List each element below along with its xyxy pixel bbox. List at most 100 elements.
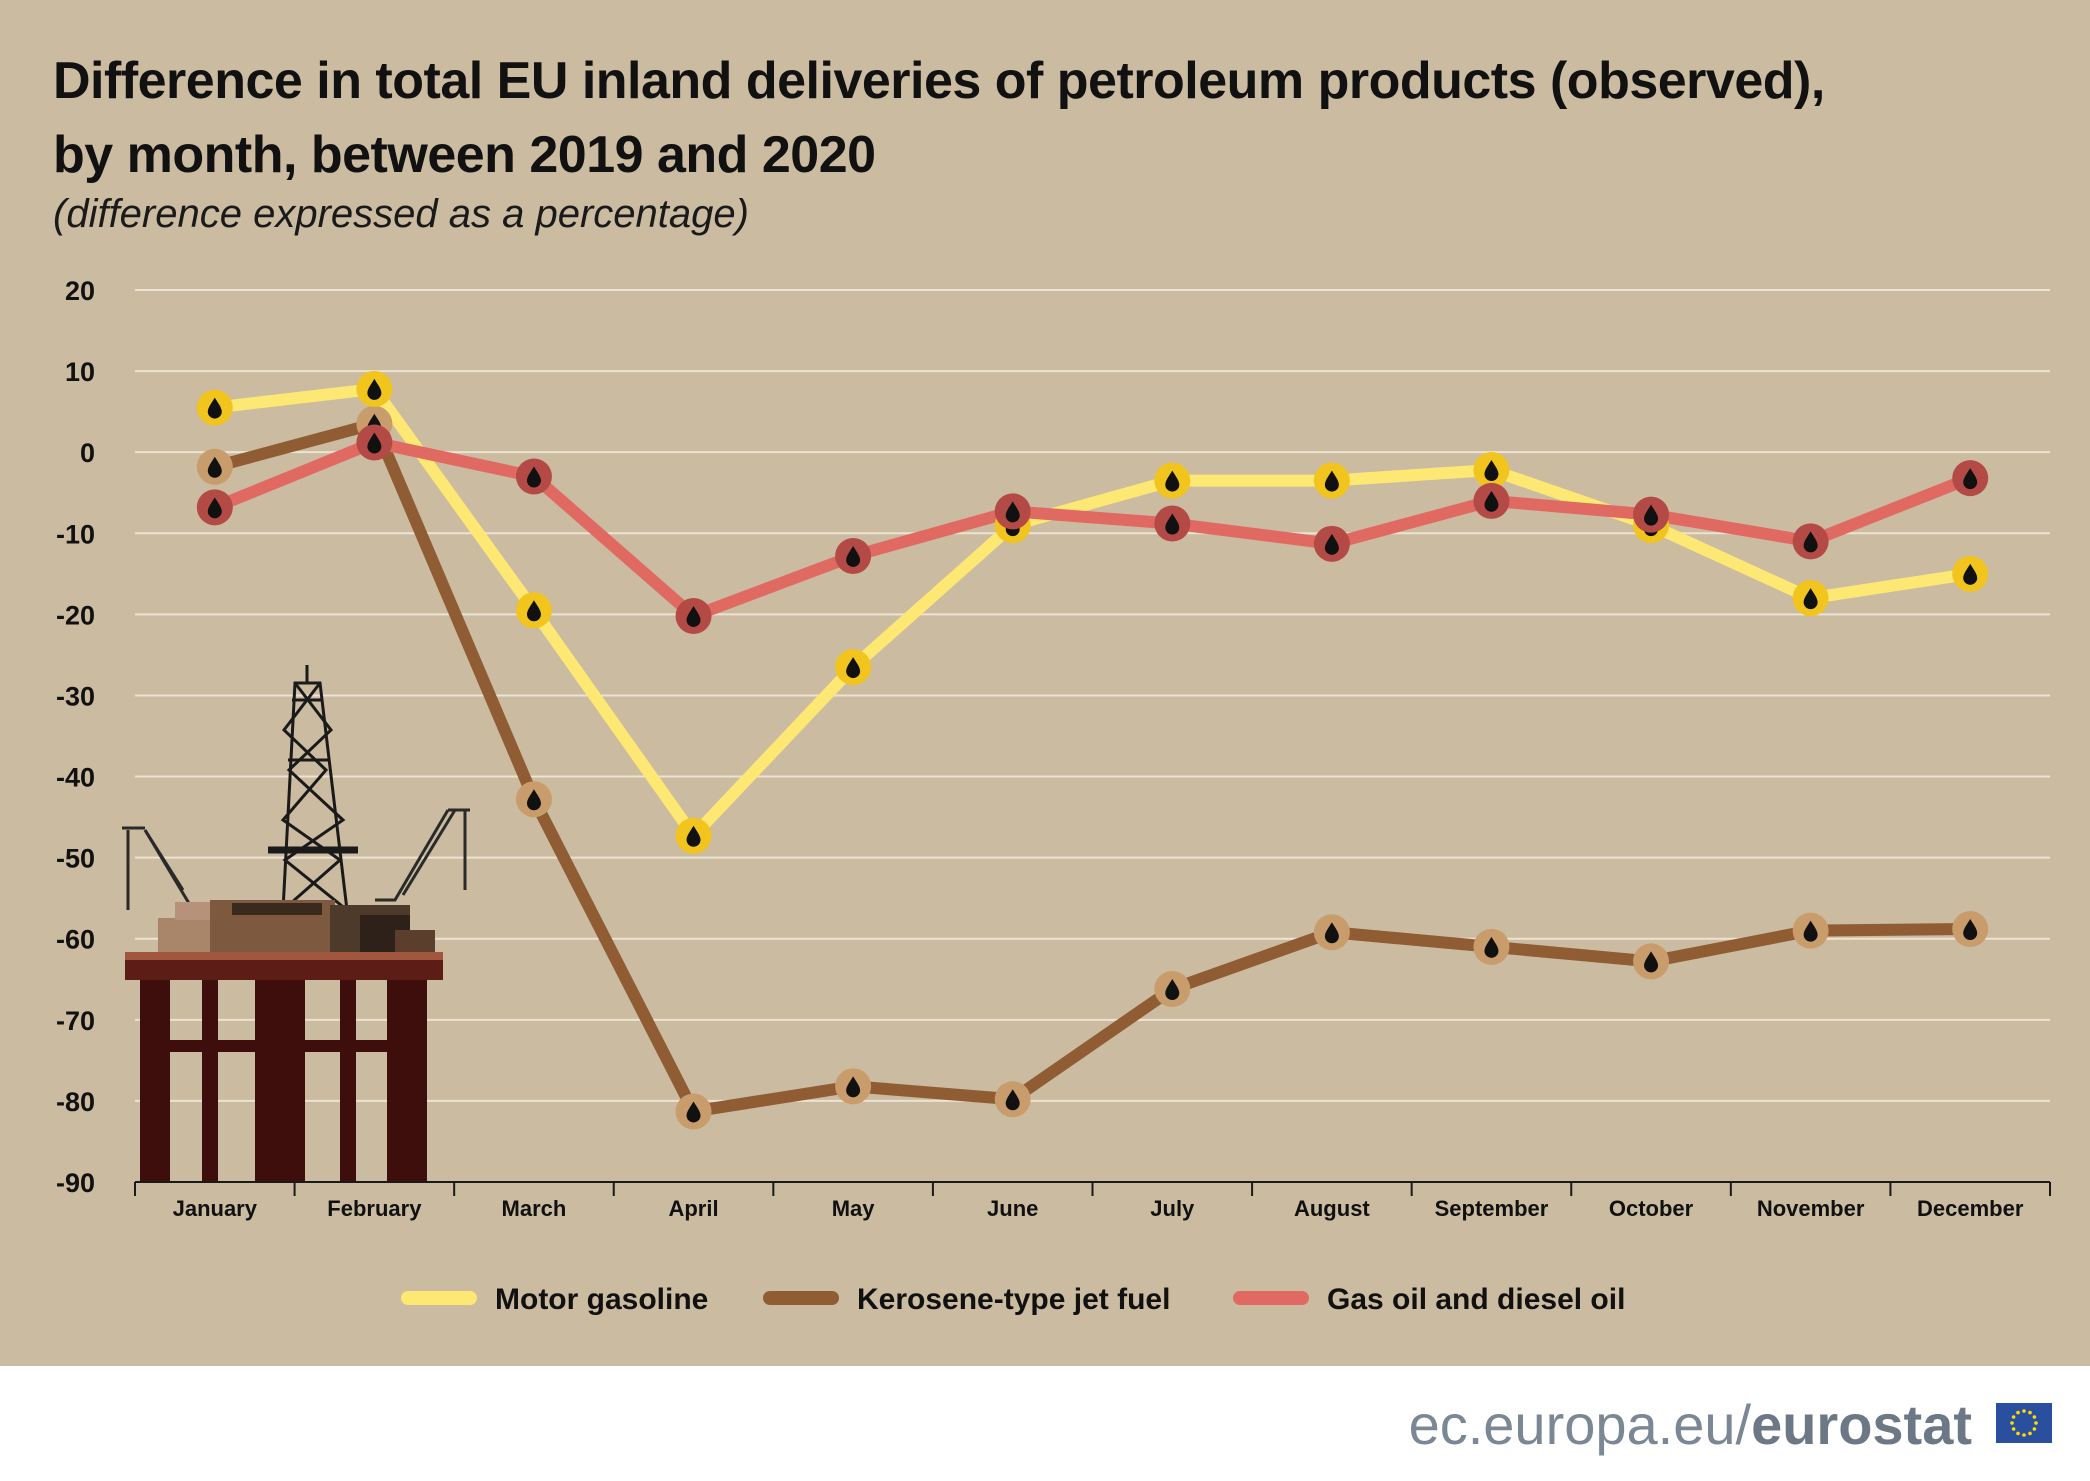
oil-drop-icon xyxy=(1644,951,1659,973)
y-tick-label: 0 xyxy=(80,438,95,468)
data-point xyxy=(1952,910,1989,947)
data-point xyxy=(1313,462,1350,499)
flag-star xyxy=(2032,1415,2037,1419)
x-tick-label: February xyxy=(327,1196,422,1221)
oil-drop-icon xyxy=(207,497,222,519)
flag-star xyxy=(2032,1427,2037,1431)
y-tick-label: -30 xyxy=(56,681,95,711)
oil-drop-icon xyxy=(686,1101,701,1123)
y-tick-label: -10 xyxy=(56,519,95,549)
data-point xyxy=(835,537,872,574)
legend-item: Kerosene-type jet fuel xyxy=(763,1283,1170,1316)
oil-drop-icon xyxy=(1963,563,1978,585)
data-point xyxy=(1154,971,1191,1008)
y-tick-label: -50 xyxy=(56,844,95,874)
x-tick-label: September xyxy=(1435,1196,1549,1221)
oil-drop-icon xyxy=(1165,513,1180,535)
y-tick-label: 20 xyxy=(65,276,95,306)
oil-drop-icon xyxy=(1803,531,1818,553)
oil-drop-icon xyxy=(526,600,541,622)
data-point xyxy=(1792,523,1829,560)
data-point xyxy=(1154,505,1191,542)
data-point xyxy=(1792,912,1829,949)
data-point xyxy=(1154,462,1191,499)
oil-drop-icon xyxy=(1963,918,1978,940)
data-point xyxy=(1952,555,1989,592)
series-line xyxy=(208,382,1977,842)
data-point xyxy=(675,597,712,634)
legend-item: Gas oil and diesel oil xyxy=(1233,1283,1625,1316)
x-tick-label: August xyxy=(1294,1196,1370,1221)
data-point xyxy=(675,817,712,854)
series-line xyxy=(208,417,1977,1118)
data-point xyxy=(515,781,552,818)
oil-drop-icon xyxy=(1324,922,1339,944)
flag-star xyxy=(2016,1431,2020,1436)
flag-star xyxy=(2028,1431,2032,1436)
data-point xyxy=(835,1068,872,1105)
oil-drop-icon xyxy=(846,1076,861,1098)
y-tick-label: -90 xyxy=(56,1168,95,1198)
x-tick-label: March xyxy=(502,1196,567,1221)
oil-drop-icon xyxy=(207,456,222,478)
data-point xyxy=(356,424,393,461)
y-tick-label: -80 xyxy=(56,1087,95,1117)
oil-drop-icon xyxy=(686,825,701,847)
oil-drop-icon xyxy=(1803,920,1818,942)
data-point xyxy=(196,389,233,426)
oil-drop-icon xyxy=(1803,588,1818,610)
oil-drop-icon xyxy=(207,397,222,419)
oil-drop-icon xyxy=(526,466,541,488)
brand-name: eurostat xyxy=(1751,1393,1972,1456)
oil-drop-icon xyxy=(1484,936,1499,958)
data-point xyxy=(835,649,872,686)
x-tick-label: November xyxy=(1757,1196,1865,1221)
data-point xyxy=(1952,460,1989,497)
data-point xyxy=(1792,580,1829,617)
eurostat-brand[interactable]: ec.europa.eu/eurostat xyxy=(1409,1390,1972,1460)
data-point xyxy=(675,1093,712,1130)
flag-star xyxy=(2010,1421,2014,1425)
oil-drop-icon xyxy=(846,545,861,567)
x-tick-label: January xyxy=(173,1196,258,1221)
data-point xyxy=(196,448,233,485)
oil-drop-icon xyxy=(526,789,541,811)
data-point xyxy=(1313,914,1350,951)
flag-star xyxy=(2011,1415,2016,1419)
oil-drop-icon xyxy=(1165,979,1180,1001)
y-tick-label: -40 xyxy=(56,763,95,793)
data-point xyxy=(196,489,233,526)
series-line xyxy=(208,436,1977,622)
oil-drop-icon xyxy=(367,432,382,454)
oil-drop-icon xyxy=(1644,504,1659,526)
x-tick-label: June xyxy=(987,1196,1038,1221)
data-point xyxy=(1633,943,1670,980)
legend-label: Motor gasoline xyxy=(495,1283,708,1316)
data-point xyxy=(1473,928,1510,965)
oil-drop-icon xyxy=(1165,470,1180,492)
x-axis: January February March April May June July Augu… xyxy=(134,1181,2051,1221)
oil-drop-icon xyxy=(686,605,701,627)
data-point xyxy=(994,493,1031,530)
oil-drop-icon xyxy=(1324,470,1339,492)
legend: Motor gasoline Kerosene-type jet fuel Gas … xyxy=(401,1283,1625,1316)
flag-star xyxy=(2034,1421,2038,1425)
y-tick-label: 10 xyxy=(65,357,95,387)
data-point xyxy=(515,592,552,629)
data-point xyxy=(1313,525,1350,562)
y-tick-label: -60 xyxy=(56,925,95,955)
data-points xyxy=(196,370,1989,1130)
x-tick-label: May xyxy=(832,1196,876,1221)
data-point xyxy=(1633,496,1670,533)
oil-drop-icon xyxy=(846,657,861,679)
eu-flag-icon xyxy=(1996,1403,2052,1443)
x-tick-label: July xyxy=(1150,1196,1195,1221)
brand-url-prefix: ec.europa.eu/ xyxy=(1408,1393,1752,1456)
data-point xyxy=(1473,452,1510,489)
oil-drop-icon xyxy=(367,378,382,400)
legend-label: Kerosene-type jet fuel xyxy=(857,1283,1170,1316)
chart-subtitle: (difference expressed as a percentage) xyxy=(53,192,749,236)
oil-drop-icon xyxy=(1484,490,1499,512)
chart-title: Difference in total EU inland deliveries… xyxy=(53,44,2053,192)
